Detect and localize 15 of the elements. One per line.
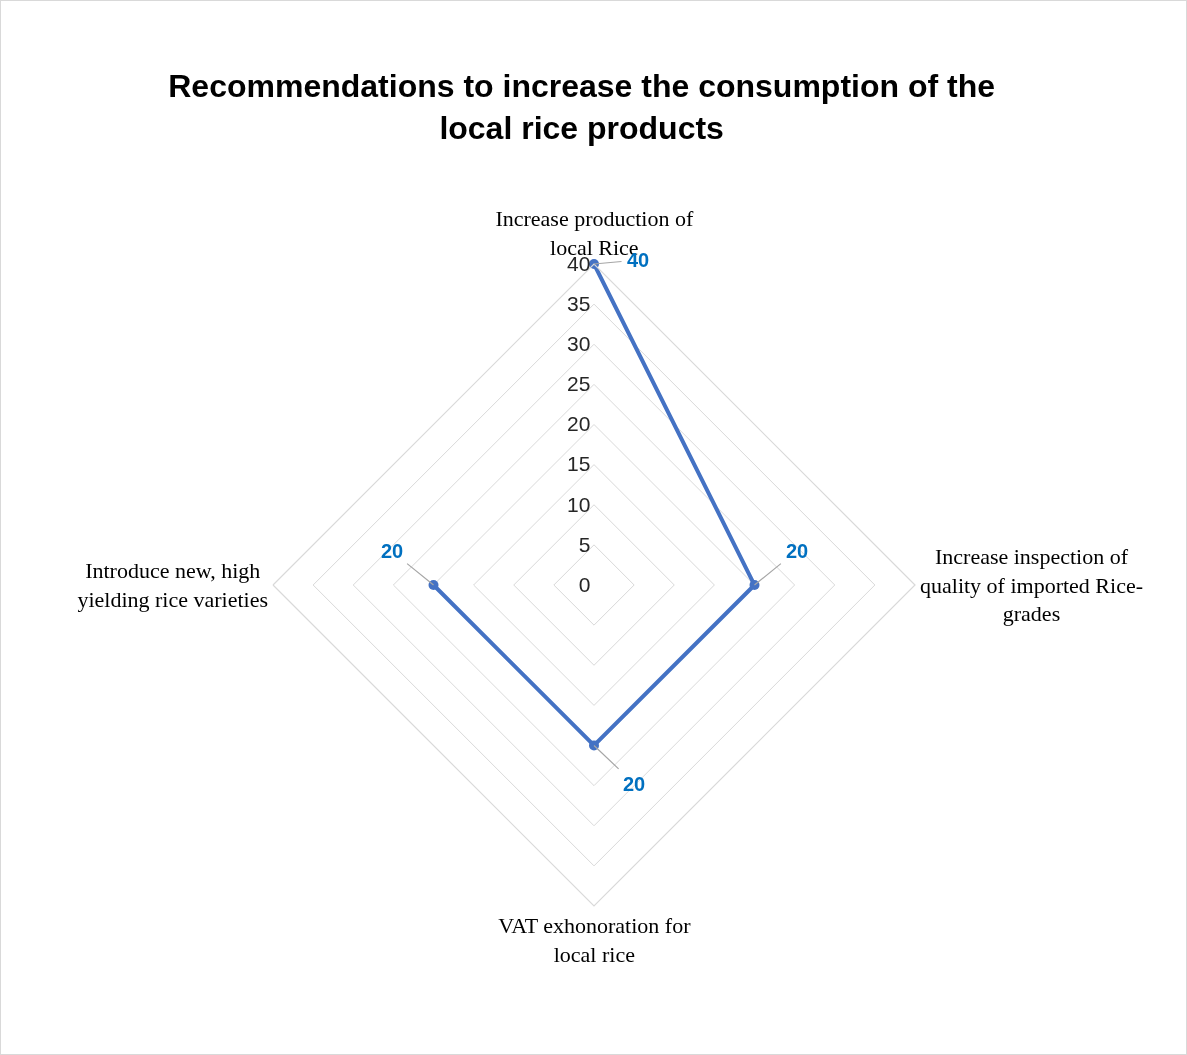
- spoke-label: Increase inspection of quality of imported Rice-grades: [920, 544, 1143, 627]
- y-tick-label: 35: [566, 291, 591, 315]
- chart-title: Recommendations to increase the consumption of the local rice products: [168, 68, 996, 146]
- spoke-label: Introduce new, high yielding rice varieties: [77, 558, 268, 612]
- y-tick-label: 0: [578, 572, 591, 596]
- data-label: 20: [381, 540, 404, 562]
- y-tick-label: 15: [566, 452, 591, 476]
- y-tick-label: 5: [578, 532, 591, 556]
- y-tick-label: 10: [566, 492, 591, 516]
- y-tick-label: 25: [566, 372, 591, 396]
- data-label: 20: [623, 773, 646, 795]
- y-tick-label: 20: [566, 412, 591, 436]
- spoke-label: VAT exhonoration for local rice: [498, 913, 692, 967]
- y-tick-label: 30: [566, 332, 591, 356]
- data-label: 20: [786, 540, 809, 562]
